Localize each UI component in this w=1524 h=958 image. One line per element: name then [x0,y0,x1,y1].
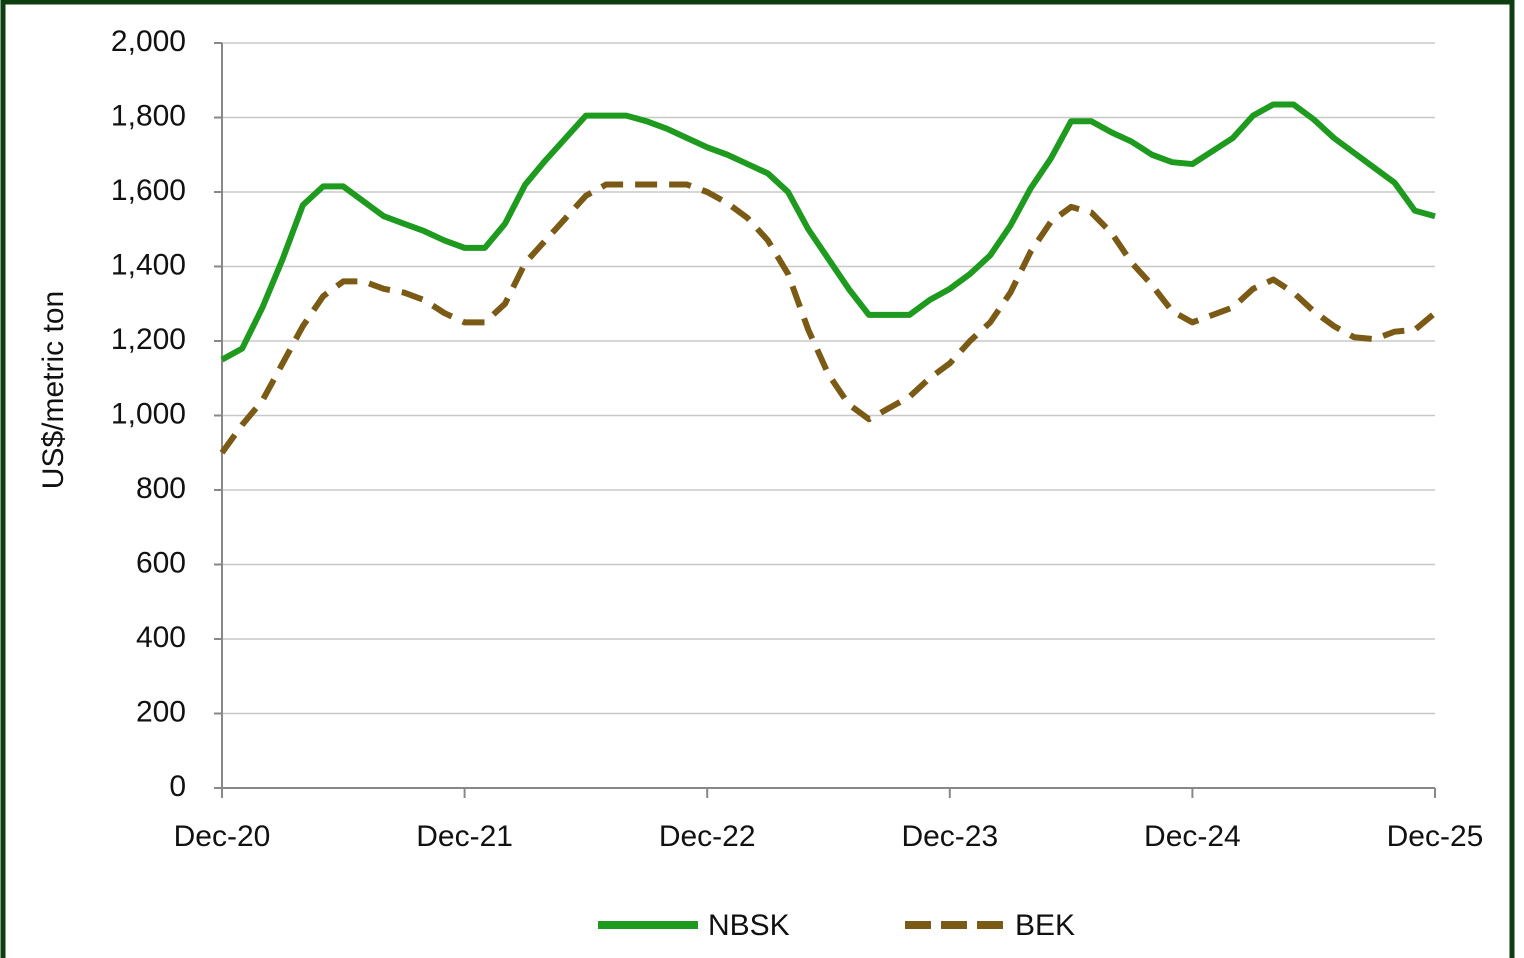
y-tick-label: 1,000 [111,397,186,430]
x-tick-label: Dec-21 [416,820,513,853]
y-axis-label: US$/metric ton [37,291,70,489]
y-tick-label: 1,800 [111,99,186,132]
y-tick-label: 600 [136,546,186,579]
x-tick-label: Dec-24 [1144,820,1241,853]
legend-label: NBSK [708,909,790,942]
y-tick-label: 1,600 [111,174,186,207]
x-tick-label: Dec-22 [659,820,756,853]
y-tick-label: 200 [136,695,186,728]
y-tick-label: 400 [136,621,186,654]
x-tick-label: Dec-23 [901,820,998,853]
y-tick-label: 0 [169,770,186,803]
y-tick-label: 2,000 [111,25,186,58]
y-tick-label: 800 [136,472,186,505]
series-line [220,101,1436,363]
x-tick-label: Dec-20 [174,820,271,853]
y-tick-label: 1,400 [111,248,186,281]
x-tick-label: Dec-25 [1387,820,1484,853]
y-tick-label: 1,200 [111,323,186,356]
legend-label: BEK [1015,909,1075,942]
